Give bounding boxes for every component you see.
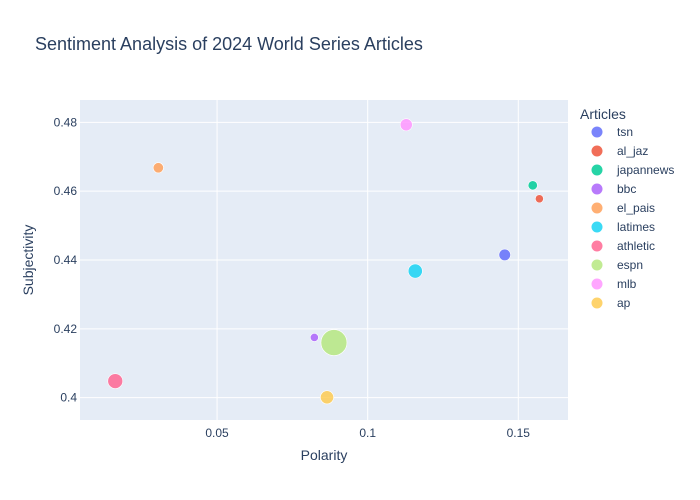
y-tick-label: 0.48 bbox=[54, 115, 78, 129]
data-point-athletic bbox=[107, 373, 124, 389]
x-tick-label: 0.05 bbox=[205, 426, 229, 440]
y-axis-label: Subjectivity bbox=[20, 225, 36, 296]
legend-label-latimes: latimes bbox=[617, 220, 655, 234]
legend-label-al_jaz: al_jaz bbox=[617, 144, 648, 158]
legend-label-espn: espn bbox=[617, 258, 643, 272]
y-tick-label: 0.44 bbox=[54, 253, 78, 267]
legend-label-ap: ap bbox=[617, 296, 631, 310]
legend-label-athletic: athletic bbox=[617, 239, 655, 253]
legend-marker-ap bbox=[591, 297, 603, 309]
legend-marker-athletic bbox=[591, 240, 603, 252]
data-point-japannews bbox=[527, 180, 538, 191]
y-tick-label: 0.46 bbox=[54, 184, 78, 198]
data-point-tsn bbox=[498, 248, 511, 261]
legend-label-mlb: mlb bbox=[617, 277, 637, 291]
y-tick-label: 0.4 bbox=[60, 391, 77, 405]
legend-label-tsn: tsn bbox=[617, 125, 633, 139]
data-point-el_pais bbox=[152, 162, 164, 174]
data-point-ap bbox=[320, 390, 334, 405]
data-point-bbc bbox=[309, 333, 319, 342]
x-tick-label: 0.1 bbox=[359, 426, 376, 440]
legend-marker-bbc bbox=[591, 183, 603, 195]
legend-marker-japannews bbox=[591, 164, 603, 176]
y-tick-label: 0.42 bbox=[54, 322, 78, 336]
x-axis-ticks: 0.05 0.1 0.15 bbox=[205, 426, 530, 440]
legend-marker-mlb bbox=[591, 278, 603, 290]
legend-marker-latimes bbox=[591, 221, 603, 233]
legend-marker-espn bbox=[591, 259, 603, 271]
data-point-mlb bbox=[399, 118, 413, 132]
legend-title: Articles bbox=[580, 106, 626, 122]
x-tick-label: 0.15 bbox=[507, 426, 531, 440]
x-axis-label: Polarity bbox=[301, 447, 348, 463]
legend-marker-al_jaz bbox=[591, 145, 603, 157]
y-axis-ticks: 0.4 0.42 0.44 0.46 0.48 bbox=[54, 115, 78, 404]
legend-label-japannews: japannews bbox=[616, 163, 674, 177]
legend-marker-tsn bbox=[591, 126, 603, 138]
legend-label-el_pais: el_pais bbox=[617, 201, 655, 215]
data-point-al_jaz bbox=[534, 194, 544, 204]
legend-marker-el_pais bbox=[591, 202, 603, 214]
legend-label-bbc: bbc bbox=[617, 182, 636, 196]
chart-title: Sentiment Analysis of 2024 World Series … bbox=[35, 34, 423, 54]
data-point-latimes bbox=[407, 263, 423, 279]
data-point-espn bbox=[320, 329, 348, 356]
data-points bbox=[107, 118, 544, 405]
